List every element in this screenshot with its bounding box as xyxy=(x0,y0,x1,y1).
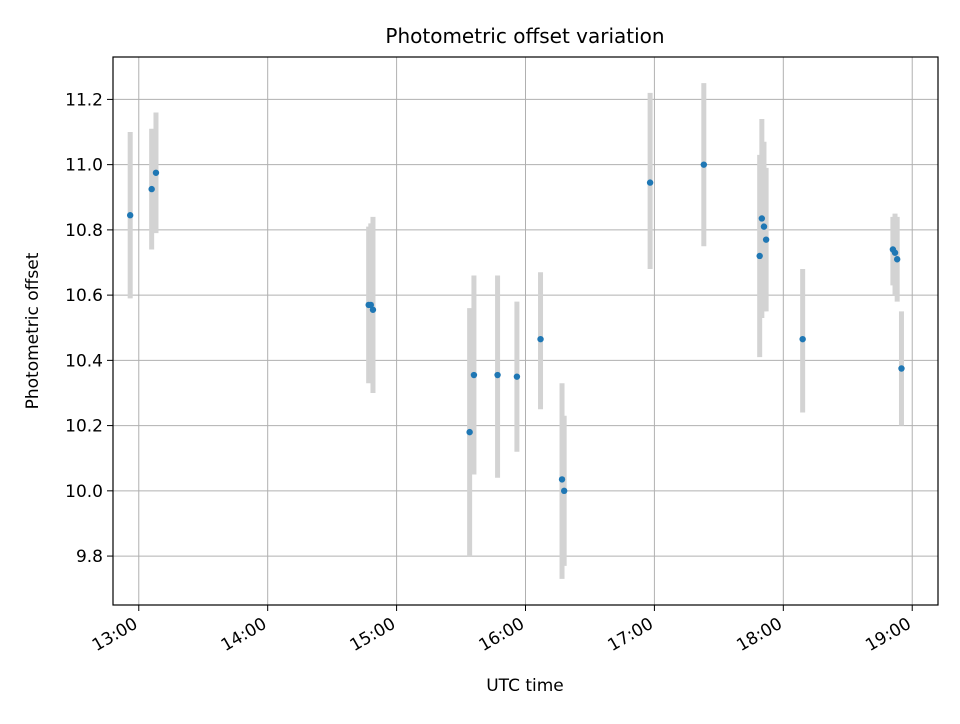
data-point xyxy=(898,365,905,372)
data-point xyxy=(513,373,521,380)
data-point xyxy=(369,306,377,313)
y-tick-label: 10.6 xyxy=(65,286,103,306)
y-tick-label: 10.0 xyxy=(65,482,103,502)
data-points xyxy=(126,161,905,495)
x-axis-label: UTC time xyxy=(486,676,564,696)
data-point xyxy=(762,236,770,243)
data-point xyxy=(558,476,566,483)
data-point xyxy=(760,223,768,230)
y-tick-label: 10.8 xyxy=(65,221,103,241)
data-point xyxy=(893,256,901,263)
data-point xyxy=(537,335,544,343)
y-tick-label: 11.0 xyxy=(65,156,103,176)
data-point xyxy=(367,301,375,309)
data-point xyxy=(700,161,708,168)
data-point xyxy=(646,179,654,186)
data-point xyxy=(126,212,134,219)
data-point xyxy=(152,169,160,176)
data-point xyxy=(758,215,766,222)
y-tick-label: 9.8 xyxy=(76,547,103,567)
data-point xyxy=(148,185,155,193)
y-axis-label: Photometric offset xyxy=(23,252,43,409)
chart-title: Photometric offset variation xyxy=(385,24,664,48)
data-point xyxy=(560,487,568,495)
data-point xyxy=(466,428,473,436)
data-point xyxy=(891,249,899,256)
y-tick-label: 10.2 xyxy=(65,417,103,437)
y-tick-label: 10.4 xyxy=(65,351,103,371)
y-axis-ticks: 9.8 10.0 10.2 10.4 10.6 10.8 11.0 11.2 xyxy=(65,90,113,567)
data-point xyxy=(799,335,806,343)
data-point xyxy=(470,371,478,379)
data-point xyxy=(494,371,501,379)
y-tick-label: 11.2 xyxy=(65,90,103,110)
data-point xyxy=(756,252,763,260)
